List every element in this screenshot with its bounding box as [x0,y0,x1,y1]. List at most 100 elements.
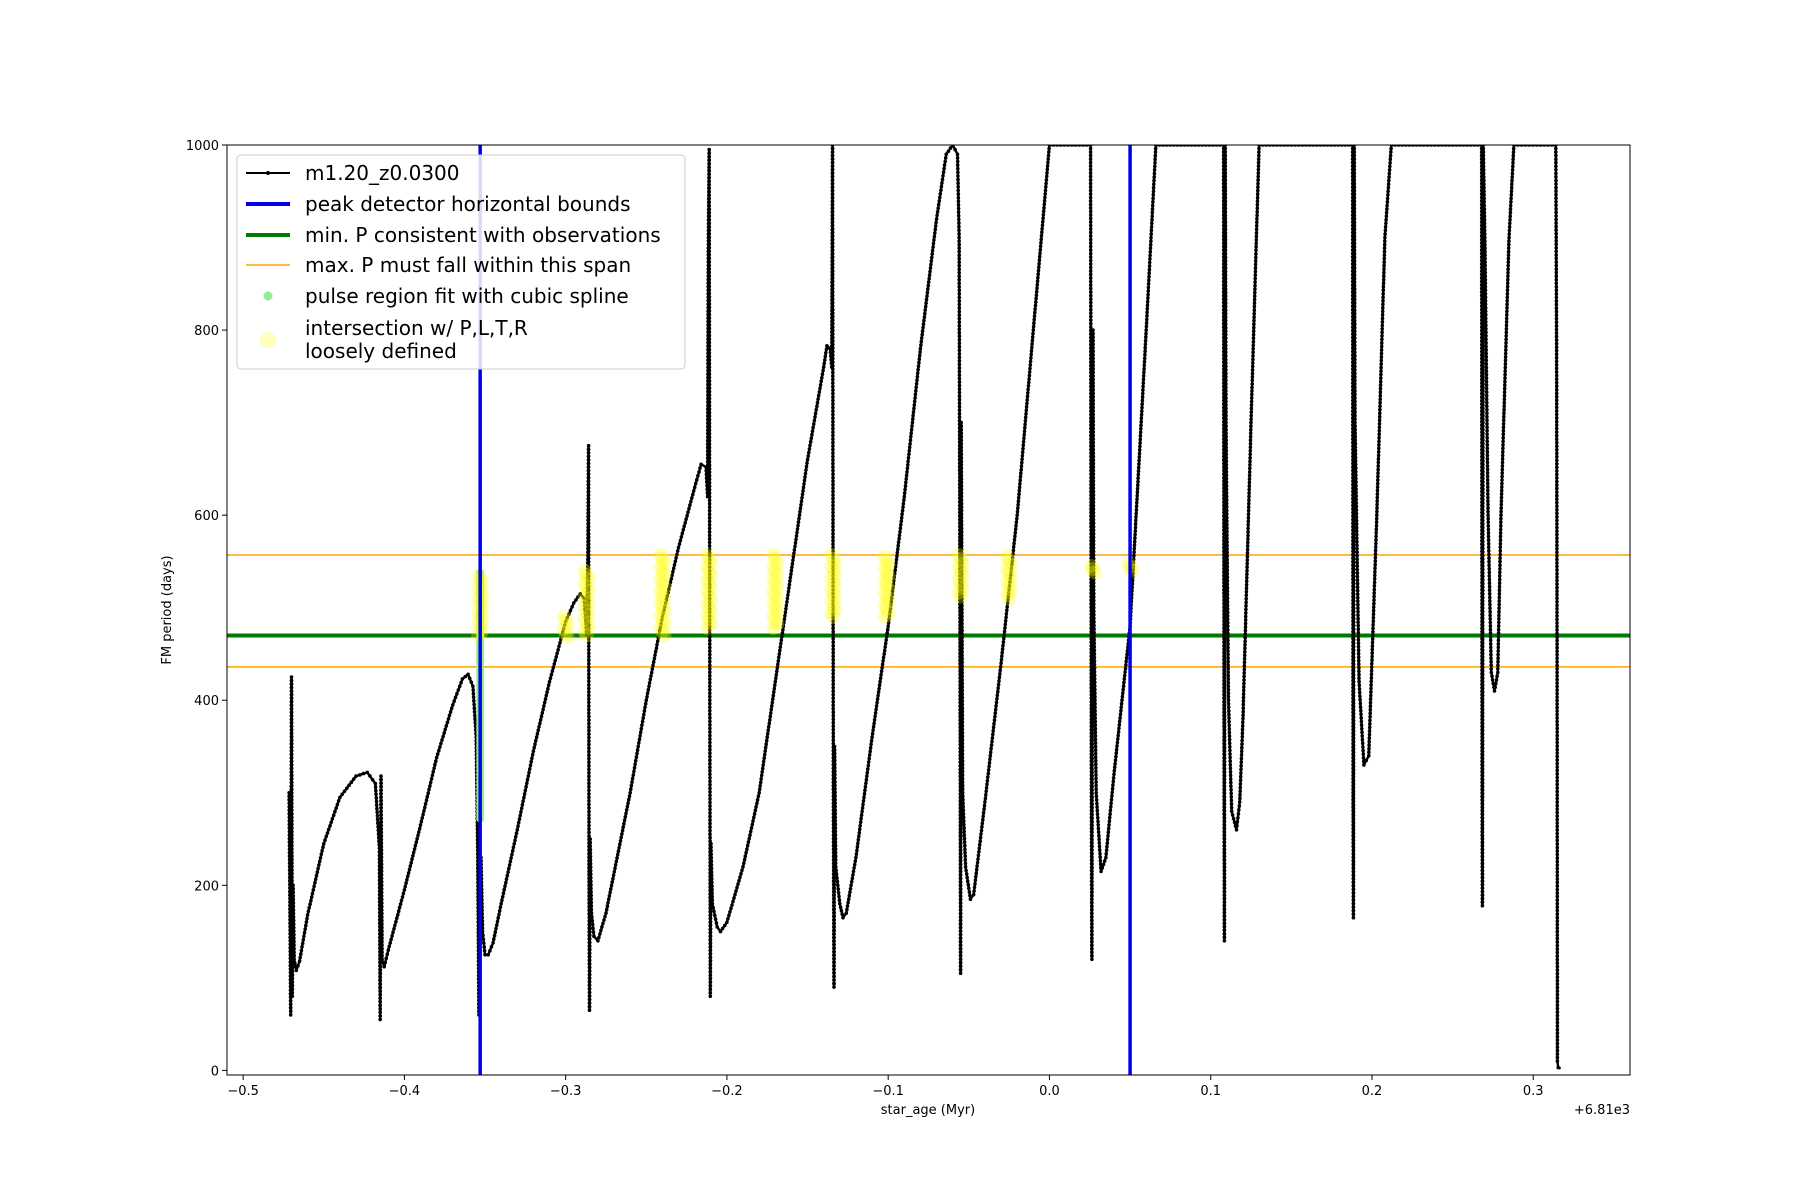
series-marker [790,565,794,569]
series-marker [1150,217,1154,222]
series-marker [402,888,407,892]
series-marker [654,646,659,650]
series-marker [832,748,837,752]
series-marker [956,181,960,185]
series-marker [379,890,384,895]
series-marker [1112,765,1117,769]
series-marker [708,783,712,787]
series-marker [1254,224,1259,228]
series-marker [849,880,854,884]
series-marker [1046,153,1051,158]
series-marker [517,817,522,821]
series-marker [1023,422,1027,427]
series-marker [833,797,837,802]
series-marker [1244,586,1249,591]
series-marker [852,862,857,867]
series-marker [1093,748,1098,752]
series-marker [380,915,384,919]
series-marker [317,859,322,864]
series-marker [765,735,769,739]
series-marker [1119,709,1123,713]
series-marker [1224,329,1228,334]
series-marker [830,195,835,200]
series-marker [587,767,591,772]
series-marker [833,819,838,823]
series-marker [958,901,963,905]
series-marker [957,299,962,303]
series-marker [1223,153,1228,158]
series-marker [1224,477,1229,481]
series-marker [707,151,711,155]
series-marker [1226,694,1231,699]
series-marker [529,760,533,764]
series-marker [958,918,963,923]
series-marker [1246,537,1250,541]
series-marker [618,842,622,847]
series-marker [718,929,723,934]
series-marker [587,697,591,701]
series-marker [708,793,712,798]
series-marker [592,934,596,938]
series-marker [831,556,835,560]
series-marker [1249,424,1253,428]
series-marker [832,886,837,890]
series-marker [532,745,536,750]
series-marker [1222,609,1227,613]
series-marker [710,891,714,895]
series-marker [831,591,835,595]
series-marker [507,863,512,867]
series-marker [1133,525,1138,530]
series-marker [412,847,417,851]
series-marker [679,535,684,539]
series-marker [961,812,966,816]
series-marker [1222,840,1227,845]
series-marker [707,179,711,183]
series-marker [831,472,835,476]
series-marker [708,835,712,840]
series-marker [1222,756,1227,761]
series-marker [926,280,931,284]
series-marker [871,725,876,729]
series-marker [864,781,868,785]
series-marker [1248,449,1253,453]
series-marker [510,852,514,857]
series-marker [1244,579,1249,583]
series-marker [918,346,923,351]
series-marker [662,608,666,612]
series-marker [540,711,545,715]
series-marker [435,752,440,756]
series-marker [896,547,900,551]
series-marker [837,898,842,902]
series-marker [831,377,835,382]
series-marker [1010,555,1015,560]
series-marker [832,751,837,756]
series-marker [757,791,761,795]
series-marker [290,822,294,827]
series-marker [1147,278,1151,283]
series-marker [833,783,837,788]
series-marker [1243,625,1248,629]
series-marker [707,214,712,219]
series-marker [916,364,921,369]
series-marker [1094,780,1098,784]
series-marker [833,822,838,827]
series-marker [958,915,963,919]
series-marker [616,849,621,853]
series-marker [1243,618,1248,622]
series-marker [1095,808,1100,813]
series-marker [939,188,943,192]
series-marker [589,883,593,887]
series-marker [587,669,591,673]
series-marker [290,983,295,988]
series-marker [831,335,835,340]
series-marker [707,607,712,611]
series-marker [707,481,712,485]
series-marker [1090,739,1094,743]
series-marker [986,775,990,779]
series-marker [331,813,336,817]
series-marker [673,559,678,564]
series-marker [586,475,591,480]
series-marker [846,897,851,901]
series-marker [526,774,531,778]
series-marker [379,865,384,870]
